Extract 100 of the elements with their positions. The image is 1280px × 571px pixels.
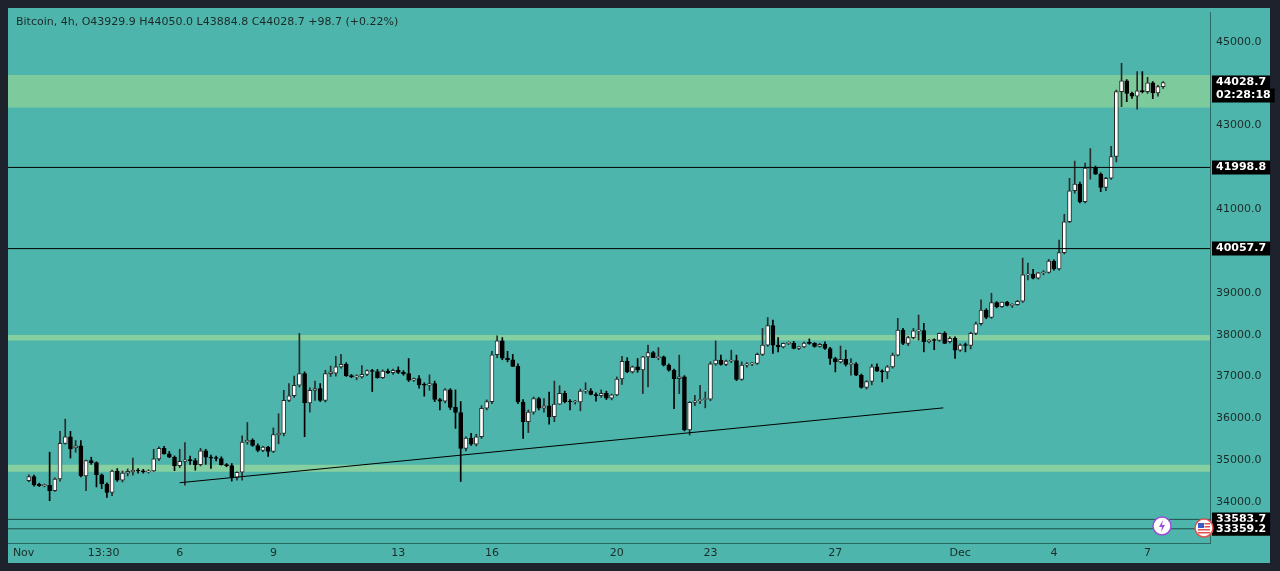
candlestick — [604, 390, 609, 400]
y-tick-label: 43000.0 — [1216, 118, 1262, 132]
ref-line-label: 40057.7 — [1216, 241, 1267, 255]
candlestick — [557, 385, 562, 405]
x-tick-label: 20 — [609, 546, 624, 560]
y-tick-label: 36000.0 — [1216, 411, 1262, 425]
candlestick — [250, 438, 255, 447]
candlestick — [146, 469, 151, 474]
candlestick — [531, 396, 536, 415]
candlestick — [1072, 160, 1078, 194]
candlestick — [208, 454, 214, 469]
candlestick — [120, 470, 125, 483]
candlestick — [739, 361, 745, 381]
x-tick-label: 4 — [1050, 546, 1058, 560]
x-tick-label: 13:30 — [87, 546, 120, 560]
candlestick — [1119, 62, 1124, 108]
candlestick — [182, 442, 188, 486]
x-tick-label: 27 — [828, 546, 843, 560]
candlestick — [1025, 262, 1031, 281]
y-tick-label: 34000.0 — [1216, 494, 1262, 508]
x-tick-label: 16 — [484, 546, 499, 560]
candlestick — [354, 374, 359, 381]
candlestick — [1145, 77, 1150, 94]
candlestick — [833, 356, 838, 373]
candlestick — [94, 461, 99, 488]
text: 44028.7 — [1216, 75, 1267, 89]
candlestick — [406, 358, 411, 382]
candlestick — [453, 389, 458, 429]
candlestick — [1114, 89, 1119, 163]
candlestick — [661, 355, 666, 367]
candlestick — [99, 473, 104, 489]
x-tick-label: 6 — [176, 546, 184, 560]
candlestick — [713, 340, 718, 366]
candlestick — [479, 405, 484, 439]
candlestick — [859, 373, 864, 389]
y-tick-label: 35000.0 — [1216, 453, 1262, 467]
candlestick — [375, 369, 380, 379]
candlestick — [380, 369, 385, 379]
candlestick — [937, 332, 942, 342]
candlestick — [989, 292, 994, 319]
candlestick — [526, 409, 531, 433]
candlestick — [911, 328, 916, 340]
candlestick — [1134, 71, 1140, 110]
candlestick — [656, 347, 661, 361]
candlestick — [994, 301, 999, 309]
candlestick — [166, 451, 172, 458]
candlestick — [1015, 300, 1020, 306]
candlestick — [728, 349, 734, 364]
candlestick — [473, 433, 479, 447]
candlestick — [864, 380, 869, 390]
text: 02:28:18 — [1216, 88, 1271, 102]
y-tick-label: 38000.0 — [1216, 327, 1262, 341]
candlestick — [432, 380, 438, 402]
ref-line-label: 41998.8 — [1216, 160, 1267, 174]
candlestick — [838, 345, 843, 364]
y-tick-label: 39000.0 — [1216, 285, 1262, 299]
candlestick — [578, 388, 583, 412]
y-tick-label: 41000.0 — [1216, 202, 1262, 216]
candlestick — [68, 430, 73, 459]
y-tick-label: 37000.0 — [1216, 369, 1262, 383]
candlestick — [583, 382, 588, 394]
candlestick — [885, 365, 890, 379]
x-tick-label: 7 — [1144, 546, 1152, 560]
candlestick — [47, 451, 52, 502]
y-tick-label: 45000.0 — [1216, 34, 1262, 48]
candlestick — [219, 456, 224, 466]
x-tick-label: Dec — [949, 546, 971, 560]
candlestick — [125, 468, 131, 477]
candlestick — [760, 328, 765, 356]
candlestick — [812, 342, 817, 348]
candlestick — [942, 331, 947, 344]
candlestick — [780, 342, 786, 349]
candlestick — [421, 382, 427, 397]
candlestick — [328, 365, 333, 377]
candlestick — [609, 393, 614, 401]
candlestick — [349, 374, 354, 379]
candlestick — [1067, 177, 1072, 223]
candlestick — [676, 354, 682, 394]
chart-title: Bitcoin, 4h, O43929.9 H44050.0 L43884.8 C44028.7 +98.7 (+0.22%) — [16, 15, 399, 29]
candlestick — [879, 369, 885, 383]
candlestick — [916, 314, 921, 341]
candlestick — [312, 380, 318, 401]
candlestick — [198, 448, 203, 467]
candlestick — [1046, 259, 1052, 274]
candlestick — [427, 374, 432, 391]
candlestick — [271, 427, 276, 453]
ref-line-label: 33359.2 — [1216, 521, 1267, 535]
x-tick-label: 13 — [391, 546, 406, 560]
candlestick — [1041, 270, 1046, 276]
candlestick — [734, 354, 739, 382]
candlestick — [630, 365, 635, 374]
x-tick-label: 23 — [703, 546, 718, 560]
candlestick — [323, 369, 328, 403]
x-tick-label: Nov — [12, 546, 35, 560]
candlestick — [302, 371, 307, 438]
candlestick — [968, 331, 973, 350]
candlestick — [500, 337, 505, 361]
candlestick — [1020, 257, 1026, 303]
candlestick — [193, 458, 198, 471]
candlestick — [682, 375, 687, 432]
